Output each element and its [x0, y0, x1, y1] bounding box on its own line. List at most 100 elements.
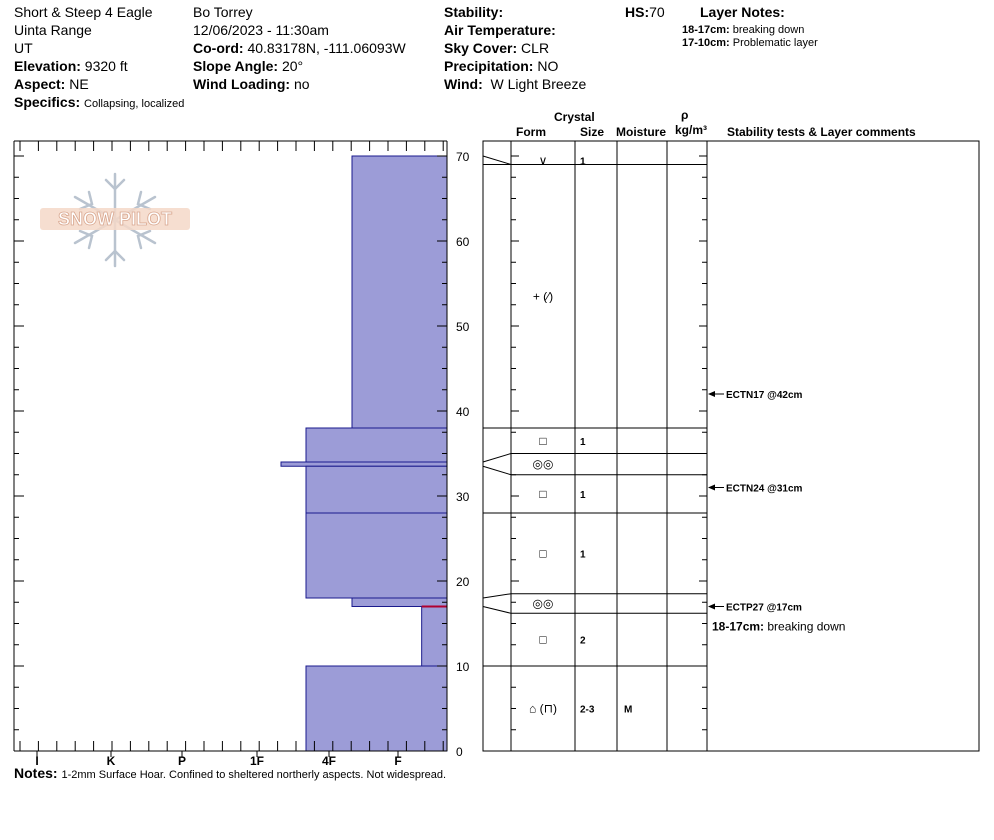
form-header: Form: [516, 125, 546, 139]
wind-loading: Wind Loading: no: [193, 75, 310, 93]
logo-banner: [40, 208, 190, 230]
datetime: 12/06/2023 - 11:30am: [193, 22, 329, 38]
layer-boundary-line: [482, 155, 707, 165]
aspect-label: Aspect:: [14, 76, 66, 92]
layer-note-range: 17-10cm:: [682, 37, 730, 49]
hardness-bar: [280, 461, 448, 467]
aspect: Aspect: NE: [14, 75, 89, 93]
wind-label: Wind:: [444, 76, 483, 92]
notes: Notes: 1-2mm Surface Hoar. Confined to s…: [14, 765, 446, 781]
grain-form-symbol: ◎◎: [533, 457, 554, 471]
layer-comment-text: breaking down: [767, 620, 845, 634]
grain-size-value: 1: [580, 490, 586, 501]
state: UT: [14, 40, 33, 56]
grain-form-symbol: □: [539, 434, 546, 448]
grain-table-frame: [482, 140, 980, 752]
precipitation: Precipitation: NO: [444, 57, 558, 75]
air-temp-label: Air Temperature:: [444, 22, 556, 38]
hardness-tick-label: P: [178, 754, 186, 768]
elevation-label: Elevation:: [14, 58, 81, 74]
hardness-bar: [305, 465, 448, 514]
layer-comment-range: 18-17cm:: [712, 620, 767, 634]
height-tick-label: 20: [456, 575, 470, 589]
hardness-bar: [305, 427, 448, 463]
grain-form-symbol: ⌂ (⊓): [529, 702, 557, 716]
arrow-head-icon: [708, 603, 715, 610]
aspect-value: NE: [69, 76, 89, 92]
coord-label: Co-ord:: [193, 40, 244, 56]
grain-form-symbol: □: [539, 487, 546, 501]
elevation-value: 9320 ft: [84, 58, 128, 74]
total-snow-height: HS:70: [625, 3, 665, 21]
specifics-label: Specifics:: [14, 94, 81, 110]
wind-loading-label: Wind Loading:: [193, 76, 291, 92]
grain-moisture-value: M: [624, 705, 632, 716]
wind-loading-value: no: [293, 76, 310, 92]
site-name: Short & Steep 4 Eagle: [14, 4, 153, 20]
grain-form-symbol: ∨: [539, 153, 548, 167]
wind: Wind: W Light Breeze: [444, 75, 586, 93]
air-temperature: Air Temperature:: [444, 21, 556, 39]
layer-boundary-line: [482, 593, 707, 599]
hs-label: HS:: [625, 4, 650, 20]
precip-label: Precipitation:: [444, 58, 534, 74]
hardness-bar: [351, 155, 448, 429]
stability-label: Stability:: [444, 4, 504, 20]
height-tick-label: 50: [456, 320, 470, 334]
hardness-tick-label: I: [35, 754, 38, 768]
density-symbol: ρ: [681, 108, 689, 122]
hardness-tick-label: F: [394, 754, 401, 768]
height-tick-label: 70: [456, 150, 470, 164]
hardness-bar: [421, 606, 448, 667]
grain-size-value: 1: [580, 549, 586, 560]
layer-boundary-line: [482, 465, 707, 476]
hardness-bar: [305, 512, 448, 599]
density-unit: kg/m³: [675, 123, 708, 137]
stability-test-label: ECTN17 @42cm: [726, 390, 803, 401]
wind-value: W Light Breeze: [490, 76, 587, 92]
layer-comment: 18-17cm: breaking down: [712, 620, 845, 634]
height-tick-label: 0: [456, 745, 463, 759]
layer-note: 17-10cm: Problematic layer: [682, 37, 818, 50]
stability-test-label: ECTN24 @31cm: [726, 484, 803, 495]
sky-value: CLR: [521, 40, 550, 56]
specifics: Specifics: Collapsing, localized: [14, 93, 184, 113]
layer-note: 18-17cm: breaking down: [682, 24, 804, 37]
hardness-bar: [351, 597, 448, 607]
height-tick-label: 60: [456, 235, 470, 249]
hs-value: 70: [649, 4, 665, 20]
height-tick-label: 30: [456, 490, 470, 504]
coordinates: Co-ord: 40.83178N, -111.06093W: [193, 39, 406, 57]
observer: Bo Torrey: [193, 4, 253, 20]
crystal-header: Crystal: [554, 110, 595, 124]
coord-value: 40.83178N, -111.06093W: [247, 40, 406, 56]
hardness-tick-label: K: [107, 754, 116, 768]
specifics-value: Collapsing, localized: [84, 98, 185, 110]
height-tick-label: 40: [456, 405, 470, 419]
layer-note-range: 18-17cm:: [682, 24, 730, 36]
slope-value: 20°: [281, 58, 304, 74]
layer-note-text: breaking down: [732, 24, 805, 36]
sky-cover: Sky Cover: CLR: [444, 39, 549, 57]
slope-label: Slope Angle:: [193, 58, 279, 74]
stability: Stability:: [444, 3, 503, 21]
hardness-bar: [305, 665, 448, 752]
stability-test-label: ECTP27 @17cm: [726, 603, 802, 614]
grain-form-symbol: □: [539, 546, 546, 560]
hardness-tick-label: 4F: [322, 754, 336, 768]
grain-size-value: 1: [580, 437, 586, 448]
layer-note-text: Problematic layer: [732, 37, 818, 49]
moisture-header: Moisture: [616, 125, 667, 139]
layer-boundary-line: [482, 453, 707, 463]
hardness-tick-label: 1F: [250, 754, 264, 768]
logo-text: SNOW PILOT: [58, 209, 172, 229]
grain-size-value: 2: [580, 636, 586, 647]
grain-size-value: 1: [580, 156, 586, 167]
sky-label: Sky Cover:: [444, 40, 518, 56]
grain-form-symbol: ◎◎: [533, 597, 554, 611]
grain-size-value: 2-3: [580, 705, 595, 716]
size-header: Size: [580, 125, 605, 139]
range-name: Uinta Range: [14, 22, 92, 38]
arrow-head-icon: [708, 391, 715, 397]
